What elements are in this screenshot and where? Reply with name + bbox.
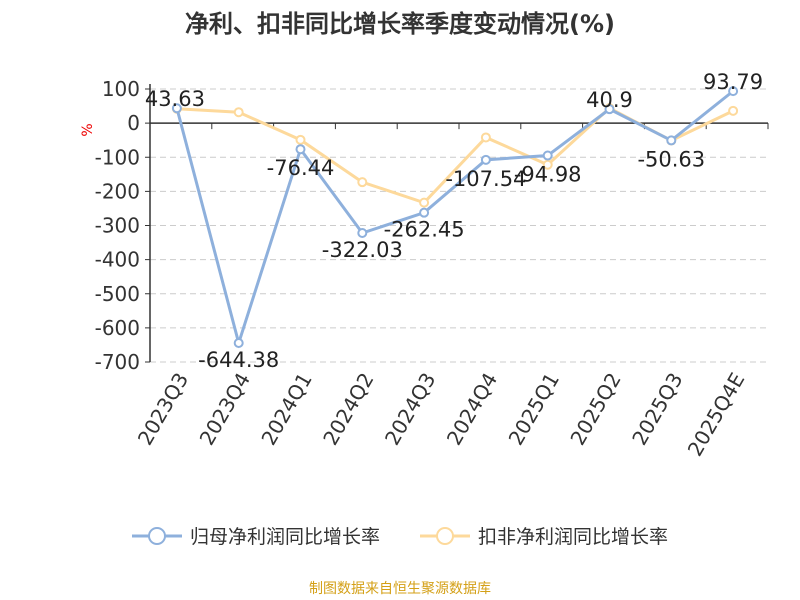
x-tick-label: 2024Q1 (256, 369, 316, 450)
data-label: -107.54 (445, 167, 526, 191)
data-point (480, 132, 491, 143)
data-point (728, 105, 739, 116)
data-point (604, 104, 615, 115)
legend-marker-orange (420, 526, 470, 545)
x-tick-label: 2024Q4 (442, 369, 502, 450)
x-tick-label: 2025Q1 (504, 369, 564, 450)
data-point (666, 135, 677, 146)
y-tick-label: -500 (95, 282, 140, 306)
data-label: 40.9 (586, 88, 633, 112)
data-label: -76.44 (267, 156, 335, 180)
data-label: 93.79 (703, 70, 763, 94)
data-label: -50.63 (637, 147, 705, 171)
data-point (419, 207, 430, 218)
x-tick-label: 2025Q2 (565, 369, 625, 450)
y-tick-label: -300 (95, 214, 140, 238)
y-tick-label: -600 (95, 316, 140, 340)
y-tick-label: -400 (95, 248, 140, 272)
data-point (542, 150, 553, 161)
x-tick-label: 2024Q2 (318, 369, 378, 450)
data-label: -94.98 (514, 163, 582, 187)
data-label: -644.38 (198, 348, 279, 372)
legend-item-net-profit[interactable]: 归母净利润同比增长率 (131, 522, 380, 549)
x-tick-label: 2025Q4E (683, 369, 750, 461)
data-point (233, 107, 244, 118)
data-point (233, 338, 244, 349)
legend-marker-blue (131, 526, 182, 545)
data-point (171, 103, 182, 114)
data-point (295, 144, 306, 155)
data-point (419, 197, 430, 208)
data-point (480, 154, 491, 165)
data-point (542, 159, 553, 170)
data-label: -322.03 (322, 238, 403, 262)
data-label: -262.45 (384, 218, 465, 242)
x-tick-label: 2023Q4 (195, 369, 255, 450)
data-point (295, 134, 306, 145)
legend-label: 扣非净利润同比增长率 (478, 526, 669, 548)
y-tick-label: -700 (95, 350, 140, 374)
legend-item-deducted-profit[interactable]: 扣非净利润同比增长率 (420, 522, 668, 549)
y-tick-label: -100 (95, 145, 140, 169)
x-tick-label: 2023Q3 (133, 369, 193, 450)
series-line-0 (175, 89, 735, 349)
line-chart: 净利、扣非同比增长率季度变动情况(%)% 100 0 -100 -200 -300 -400… (80, 10, 769, 461)
y-axis-label: % (80, 123, 96, 136)
legend-label: 归母净利润同比增长率 (189, 526, 380, 548)
y-tick-label: -200 (95, 179, 140, 203)
x-tick-label: 2025Q3 (627, 369, 687, 450)
y-tick-label: 0 (127, 111, 140, 135)
data-point (357, 177, 368, 188)
data-point (728, 86, 739, 97)
legend: 归母净利润同比增长率 扣非净利润同比增长率 (0, 522, 800, 549)
source-note: 制图数据来自恒生聚源数据库 (309, 581, 491, 597)
x-tick-label: 2024Q3 (380, 368, 440, 449)
y-tick-label: 100 (102, 77, 140, 101)
data-label: 43.63 (145, 87, 205, 111)
chart-title: 净利、扣非同比增长率季度变动情况(%) (185, 10, 615, 38)
data-point (357, 228, 368, 239)
